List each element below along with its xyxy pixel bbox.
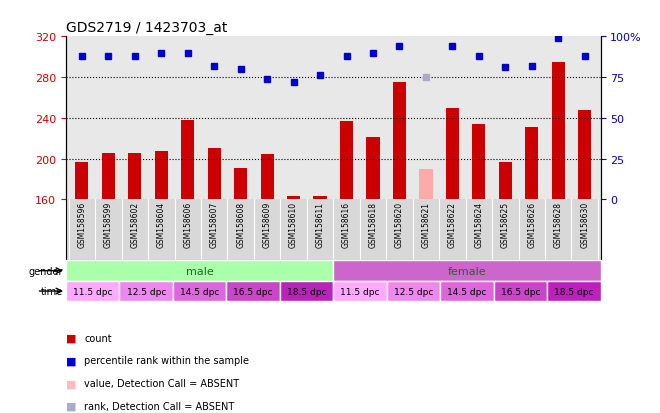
Bar [181,121,194,200]
Bar [340,121,353,200]
Text: GSM158602: GSM158602 [130,202,139,248]
Text: ■: ■ [66,401,77,411]
Text: male: male [185,266,214,276]
Bar [525,128,539,200]
Text: count: count [84,333,112,343]
Text: GSM158618: GSM158618 [368,202,378,247]
Bar [393,83,406,200]
Text: GSM158604: GSM158604 [157,202,166,248]
Text: GDS2719 / 1423703_at: GDS2719 / 1423703_at [66,21,228,35]
Bar [578,110,591,200]
Bar [154,152,168,200]
Bar [552,63,565,200]
Text: GSM158622: GSM158622 [448,202,457,247]
Bar [314,197,327,200]
Text: ■: ■ [66,378,77,388]
Bar [119,281,173,301]
Text: GSM158621: GSM158621 [422,202,430,247]
Text: GSM158611: GSM158611 [315,202,325,247]
Text: 18.5 dpc: 18.5 dpc [554,287,593,296]
Text: GSM158616: GSM158616 [342,202,351,248]
Text: time: time [41,286,63,296]
Bar [66,261,333,281]
Text: GSM158624: GSM158624 [475,202,483,248]
Text: value, Detection Call = ABSENT: value, Detection Call = ABSENT [84,378,240,388]
Text: GSM158628: GSM158628 [554,202,563,247]
Text: 18.5 dpc: 18.5 dpc [287,287,326,296]
Bar [473,125,486,200]
Bar [333,281,387,301]
Bar [287,197,300,200]
Text: gender: gender [29,266,63,276]
Text: 16.5 dpc: 16.5 dpc [234,287,273,296]
Text: GSM158620: GSM158620 [395,202,404,248]
Bar [494,281,547,301]
Text: ■: ■ [66,333,77,343]
Text: GSM158630: GSM158630 [580,202,589,248]
Bar [547,281,601,301]
Bar [440,281,494,301]
Text: 16.5 dpc: 16.5 dpc [501,287,540,296]
Bar [261,155,274,200]
Text: GSM158626: GSM158626 [527,202,537,248]
Text: GSM158606: GSM158606 [183,202,192,248]
Text: GSM158607: GSM158607 [210,202,218,248]
Text: 14.5 dpc: 14.5 dpc [447,287,486,296]
Bar [446,108,459,200]
Text: 12.5 dpc: 12.5 dpc [127,287,166,296]
Text: percentile rank within the sample: percentile rank within the sample [84,356,249,366]
Text: rank, Detection Call = ABSENT: rank, Detection Call = ABSENT [84,401,235,411]
Text: female: female [447,266,486,276]
Bar [75,162,88,200]
Text: 14.5 dpc: 14.5 dpc [180,287,219,296]
Text: GSM158608: GSM158608 [236,202,245,248]
Bar [173,281,226,301]
Text: GSM158625: GSM158625 [501,202,510,248]
Bar [280,281,333,301]
Bar [208,149,221,200]
Text: GSM158596: GSM158596 [77,202,86,248]
Text: 12.5 dpc: 12.5 dpc [394,287,433,296]
Bar [419,169,432,200]
Text: GSM158599: GSM158599 [104,202,113,248]
Bar [333,261,601,281]
Bar [387,281,440,301]
Text: GSM158610: GSM158610 [289,202,298,248]
Text: ■: ■ [66,356,77,366]
Bar [234,169,248,200]
Bar [102,154,115,200]
Bar [366,138,379,200]
Text: GSM158609: GSM158609 [263,202,272,248]
Bar [499,162,512,200]
Text: 11.5 dpc: 11.5 dpc [73,287,112,296]
Bar [226,281,280,301]
Bar [128,154,141,200]
Bar [66,281,119,301]
Text: 11.5 dpc: 11.5 dpc [341,287,379,296]
